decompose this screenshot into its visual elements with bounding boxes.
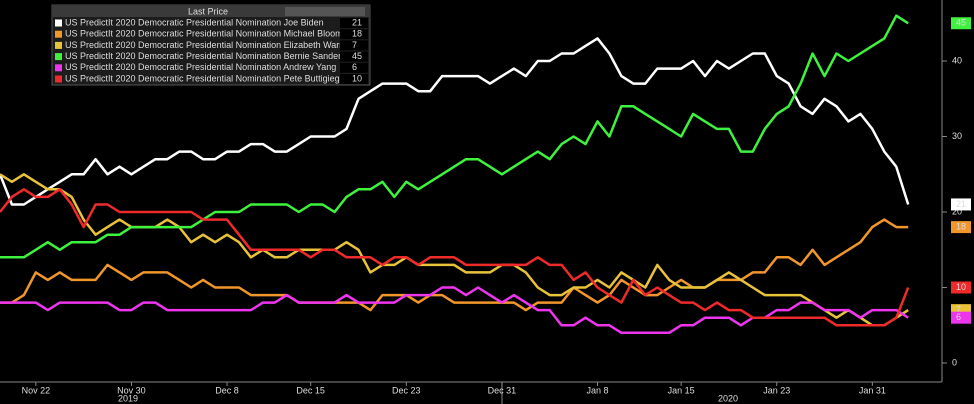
x-tick-label: Jan 15 <box>668 385 695 395</box>
last-value-label: 6 <box>956 312 961 322</box>
legend-value: 21 <box>352 17 362 27</box>
legend-label: US PredictIt 2020 Democratic Presidentia… <box>65 62 336 72</box>
last-value-label: 7 <box>956 305 961 315</box>
x-tick-label: Nov 22 <box>22 385 51 395</box>
last-value-label: 45 <box>956 18 966 28</box>
legend-label: US PredictIt 2020 Democratic Presidentia… <box>65 73 340 83</box>
legend-box <box>51 4 371 86</box>
legend-label: US PredictIt 2020 Democratic Presidentia… <box>65 17 324 27</box>
legend-swatch <box>55 41 62 49</box>
x-tick-label: Dec 31 <box>488 385 517 395</box>
x-tick-label: Dec 15 <box>296 385 325 395</box>
legend-value: 45 <box>352 51 362 61</box>
last-value-tag <box>951 221 971 234</box>
legend-title: Last Price <box>188 6 228 16</box>
legend-value: 7 <box>352 40 357 50</box>
legend-label: US PredictIt 2020 Democratic Presidentia… <box>65 40 352 50</box>
year-label: 2019 <box>118 393 138 403</box>
last-value-tag <box>951 17 971 30</box>
legend-label: US PredictIt 2020 Democratic Presidentia… <box>65 51 346 61</box>
y-tick-label: 0 <box>952 357 957 367</box>
x-tick-label: Dec 23 <box>392 385 421 395</box>
y-tick-label: 30 <box>952 131 962 141</box>
last-value-tag <box>951 198 971 211</box>
x-tick-label: Nov 30 <box>117 385 146 395</box>
legend: Last Price US PredictIt 2020 Democratic … <box>51 4 371 86</box>
legend-value-bg <box>340 18 368 28</box>
last-value-label: 18 <box>956 221 966 231</box>
legend-swatch <box>55 75 62 83</box>
legend-swatch <box>55 53 62 61</box>
legend-value-bg <box>340 51 368 62</box>
last-value-tag <box>951 281 971 294</box>
x-tick-label: Jan 8 <box>586 385 608 395</box>
series-line <box>0 37 910 206</box>
y-tick-label: 40 <box>952 55 962 65</box>
x-tick-label: Jan 31 <box>859 385 886 395</box>
last-value-label: 21 <box>956 199 966 209</box>
last-value-label: 10 <box>956 282 966 292</box>
plot <box>0 14 910 335</box>
legend-swatch <box>55 64 62 72</box>
last-value-tag <box>951 311 971 324</box>
legend-swatch <box>55 19 62 27</box>
y-tick-label: 20 <box>952 206 962 216</box>
x-tick-label: Jan 23 <box>763 385 790 395</box>
legend-label: US PredictIt 2020 Democratic Presidentia… <box>65 29 361 39</box>
legend-value-bg <box>340 62 368 73</box>
legend-value: 6 <box>352 62 357 72</box>
legend-toolbar[interactable] <box>285 7 365 16</box>
legend-value: 10 <box>352 73 362 83</box>
legend-value: 18 <box>352 29 362 39</box>
legend-value-bg <box>340 74 368 84</box>
series-line <box>0 188 910 327</box>
year-label: 2020 <box>718 393 738 403</box>
legend-header <box>53 6 369 17</box>
legend-value-bg <box>340 40 368 51</box>
series-line <box>0 14 909 259</box>
legend-value-bg <box>340 29 368 40</box>
x-tick-label: Dec 8 <box>215 385 239 395</box>
series-line <box>0 218 909 312</box>
legend-swatch <box>55 30 62 38</box>
